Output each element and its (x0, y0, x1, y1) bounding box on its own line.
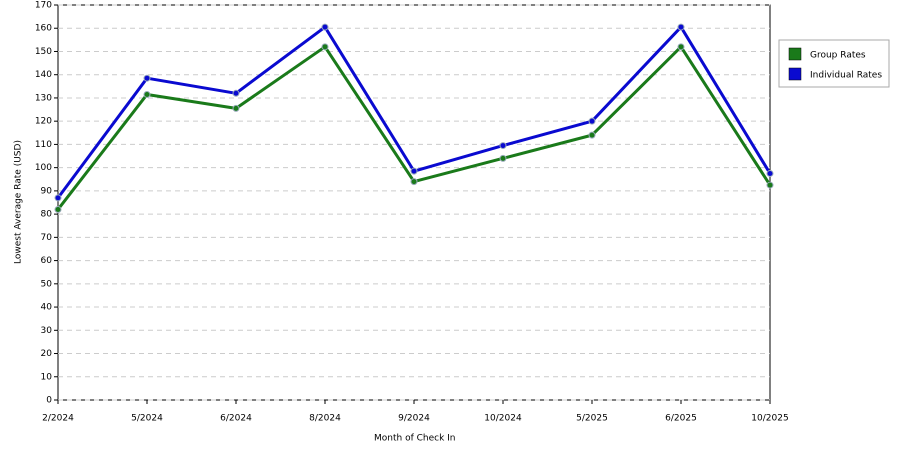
data-point (410, 178, 418, 186)
data-point (499, 154, 507, 162)
data-point (766, 169, 774, 177)
y-tick-label: 160 (35, 24, 52, 34)
x-tick-label: 2/2024 (42, 414, 74, 424)
y-tick-label: 70 (41, 233, 53, 243)
y-tick-label: 100 (35, 163, 52, 173)
x-tick-label: 5/2025 (576, 414, 608, 424)
x-tick-label: 8/2024 (309, 414, 341, 424)
data-point (410, 167, 418, 175)
data-point (54, 194, 62, 202)
plot-area (57, 4, 771, 401)
legend-swatch (788, 47, 802, 61)
data-point (588, 117, 596, 125)
data-point (588, 131, 596, 139)
x-tick-label: 6/2025 (665, 414, 697, 424)
y-tick-label: 50 (41, 279, 53, 289)
y-tick-label: 30 (41, 326, 53, 336)
y-tick-label: 10 (41, 372, 53, 382)
legend-swatch (788, 67, 802, 81)
data-point (321, 23, 329, 31)
y-tick-label: 110 (35, 140, 52, 150)
x-tick-label: 10/2024 (484, 414, 522, 424)
y-tick-label: 150 (35, 47, 52, 57)
data-point (143, 90, 151, 98)
y-tick-label: 20 (41, 349, 53, 359)
data-point (677, 23, 685, 31)
y-axis-label: Lowest Average Rate (USD) (14, 140, 24, 264)
data-point (766, 181, 774, 189)
data-point (677, 43, 685, 51)
x-tick-label: 9/2024 (398, 414, 430, 424)
data-point (232, 89, 240, 97)
y-tick-label: 0 (46, 396, 52, 406)
x-axis-label: Month of Check In (374, 434, 456, 444)
x-tick-label: 5/2024 (131, 414, 163, 424)
y-tick-label: 130 (35, 93, 52, 103)
y-tick-label: 170 (35, 1, 52, 11)
data-point (54, 205, 62, 213)
y-tick-label: 90 (41, 186, 53, 196)
y-tick-label: 40 (41, 303, 53, 313)
y-tick-label: 60 (41, 256, 53, 266)
data-point (321, 43, 329, 51)
data-point (143, 74, 151, 82)
y-tick-label: 120 (35, 117, 52, 127)
legend-label: Individual Rates (810, 71, 882, 81)
legend-label: Group Rates (810, 51, 866, 61)
data-point (232, 104, 240, 112)
data-point (499, 142, 507, 150)
y-tick-label: 140 (35, 70, 52, 80)
x-tick-label: 10/2025 (751, 414, 788, 424)
y-tick-label: 80 (41, 210, 53, 220)
x-tick-label: 6/2024 (220, 414, 252, 424)
